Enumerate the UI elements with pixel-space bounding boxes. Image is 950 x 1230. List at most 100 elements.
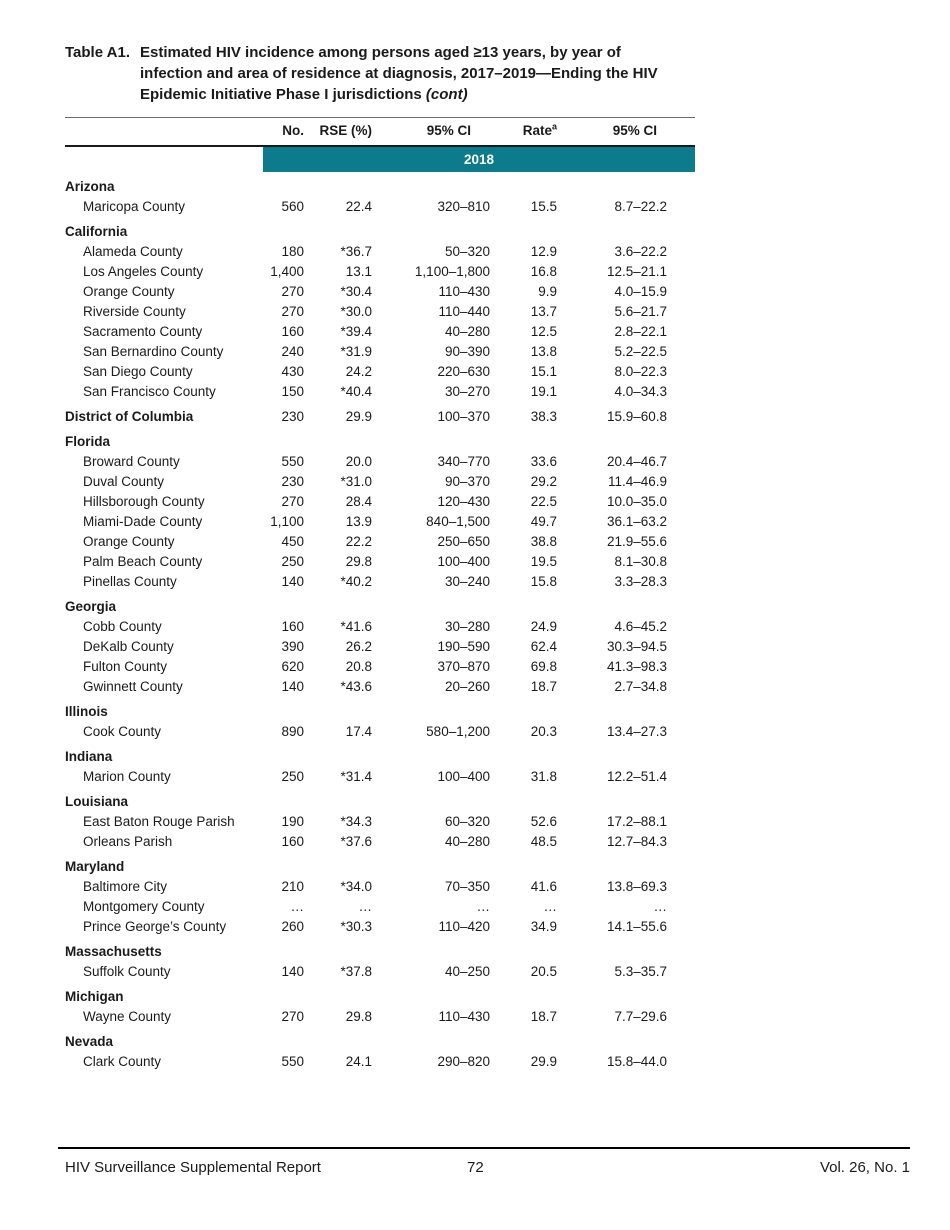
column-header-no: No. [263,117,308,147]
state-name: Georgia [65,599,117,614]
state-value-rate: 38.3 [530,409,557,424]
state-row: Nevada [65,1027,695,1052]
cell-rate: 49.7 [530,514,557,529]
county-name: San Diego County [83,364,193,379]
state-row-spacer [263,172,695,197]
cell-rse: 22.4 [345,199,372,214]
county-row: Prince George’s County 260 *30.3 110–420 34.… [65,917,695,937]
county-row: Maricopa County 560 22.4 320–810 15.5 8.7–22.… [65,197,695,217]
cell-rate_ci: 12.5–21.1 [606,264,667,279]
cell-ci: 290–820 [437,1054,490,1069]
column-header-rse: RSE (%) [308,117,375,147]
county-row: Alameda County 180 *36.7 50–320 12.9 3.6–22.2 [65,242,695,262]
county-name: Pinellas County [83,574,177,589]
county-row: Montgomery County…………… [65,897,695,917]
cell-rse: 24.1 [345,1054,372,1069]
cell-rate_ci: 7.7–29.6 [614,1009,667,1024]
cell-no: 430 [281,364,304,379]
cell-rate_ci: 4.6–45.2 [614,619,667,634]
title-line-3: Epidemic Initiative Phase I jurisdiction… [140,86,468,103]
county-row: Riverside County 270 *30.0 110–440 13.7 5.6–2… [65,302,695,322]
banner-spacer [65,146,263,172]
state-name: Nevada [65,1034,114,1049]
cell-ci: 20–260 [444,679,490,694]
state-row: Maryland [65,852,695,877]
county-row: Fulton County 620 20.8 370–870 69.8 41.3–98.3 [65,657,695,677]
cell-no: 390 [281,639,304,654]
county-row: Orleans Parish 160 *37.6 40–280 48.5 12.7–84.… [65,832,695,852]
cell-rse: *31.0 [340,474,372,489]
county-name: Hillsborough County [83,494,205,509]
state-row: Michigan [65,982,695,1007]
cell-rate: … [543,899,558,914]
cell-rse: *34.0 [340,879,372,894]
state-row-spacer [263,1027,695,1052]
cell-no: 160 [281,619,304,634]
cell-ci: 110–420 [438,919,490,934]
cell-rse: 20.0 [345,454,372,469]
cell-rate_ci: 12.2–51.4 [606,769,667,784]
state-name: Michigan [65,989,124,1004]
cell-no: 890 [281,724,304,739]
cell-rse: *40.2 [340,574,372,589]
cell-rse: 13.1 [345,264,372,279]
cell-no: 160 [281,834,304,849]
cell-rate: 31.8 [530,769,557,784]
cell-ci: 100–400 [437,769,490,784]
cell-rate_ci: … [653,899,668,914]
column-header-ci2: 95% CI [559,117,695,147]
county-name: Riverside County [83,304,186,319]
cell-rse: … [358,899,373,914]
cell-ci: 250–650 [437,534,490,549]
state-row: Massachusetts [65,937,695,962]
cell-ci: 50–320 [444,244,490,259]
cell-no: 270 [281,1009,304,1024]
cell-ci: 120–430 [437,494,490,509]
cell-rate: 19.5 [530,554,557,569]
cell-no: 140 [281,964,304,979]
county-name: Montgomery County [83,899,205,914]
county-name: Clark County [83,1054,162,1069]
cell-rate: 9.9 [538,284,557,299]
state-row-spacer [263,427,695,452]
state-row: Florida [65,427,695,452]
footer-page-number: 72 [467,1159,484,1176]
county-name: Orange County [83,534,175,549]
cell-rate: 12.5 [530,324,557,339]
county-row: San Diego County 430 24.2 220–630 15.1 8.0–22… [65,362,695,382]
county-row: Miami-Dade County 1,100 13.9 840–1,500 49.7 3… [65,512,695,532]
cell-no: 550 [281,1054,304,1069]
county-row: Cook County 890 17.4 580–1,200 20.3 13.4–27.3 [65,722,695,742]
cell-rse: *43.6 [340,679,372,694]
state-row: California [65,217,695,242]
county-name: San Bernardino County [83,344,224,359]
cell-rate_ci: 8.7–22.2 [614,199,667,214]
cell-ci: 370–870 [437,659,490,674]
cell-rate: 18.7 [530,1009,557,1024]
county-row: Broward County 550 20.0 340–770 33.6 20.4–46.… [65,452,695,472]
cell-no: 140 [281,574,304,589]
cell-no: 250 [281,554,304,569]
county-row: Cobb County 160 *41.6 30–280 24.9 4.6–45.2 [65,617,695,637]
column-header-row: No. RSE (%) 95% CI Ratea 95% CI [65,117,695,147]
cell-rate_ci: 5.3–35.7 [614,964,667,979]
cell-rate: 69.8 [530,659,557,674]
cell-rate: 16.8 [530,264,557,279]
county-name: Orange County [83,284,175,299]
cell-no: 230 [281,474,304,489]
county-name: Wayne County [83,1009,172,1024]
cell-rate: 15.8 [530,574,557,589]
cell-rse: 17.4 [345,724,372,739]
cell-ci: 320–810 [437,199,490,214]
cell-rate_ci: 8.1–30.8 [614,554,667,569]
state-row: Indiana [65,742,695,767]
cell-ci: 30–270 [444,384,490,399]
cell-rse: *37.6 [340,834,372,849]
cell-rate: 18.7 [530,679,557,694]
county-name: Sacramento County [83,324,203,339]
cell-rate_ci: 4.0–34.3 [614,384,667,399]
cell-ci: 40–280 [444,834,490,849]
title-line-1: Estimated HIV incidence among persons ag… [140,44,621,61]
state-row: Louisiana [65,787,695,812]
cell-no: 1,400 [270,264,304,279]
